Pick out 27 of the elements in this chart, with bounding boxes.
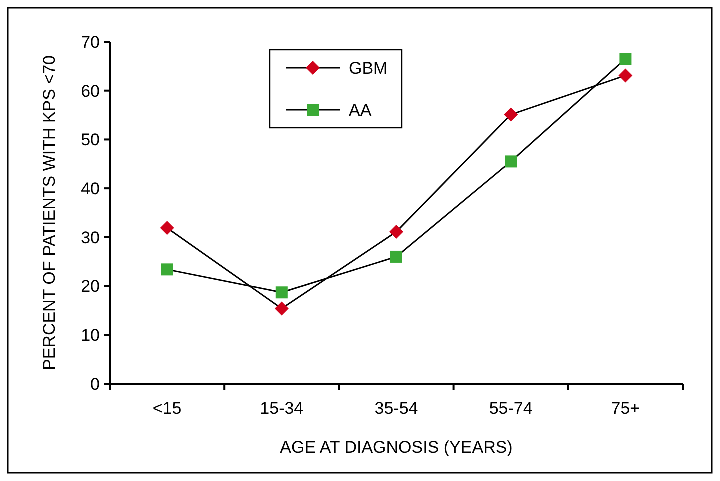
- y-tick-label: 70: [81, 32, 100, 52]
- x-tick-label: <15: [152, 399, 182, 418]
- y-tick-label: 50: [81, 130, 100, 150]
- y-tick-label: 10: [81, 326, 100, 346]
- point: [505, 156, 518, 168]
- point: [390, 250, 402, 263]
- point: [274, 302, 289, 316]
- point: [620, 53, 632, 66]
- y-tick-label: 40: [81, 180, 100, 199]
- point: [276, 286, 288, 299]
- x-tick-label: 35-54: [374, 399, 418, 418]
- point: [504, 108, 518, 122]
- point: [618, 68, 633, 83]
- y-axis-title: PERCENT OF PATIENTS WITH KPS <70: [40, 55, 59, 371]
- y-tick-label: 20: [81, 277, 100, 296]
- legend-label: GBM: [349, 58, 388, 78]
- y-tick-label: 0: [90, 374, 100, 394]
- point: [160, 221, 174, 236]
- point: [390, 225, 404, 240]
- legend-label: AA: [349, 100, 372, 120]
- x-tick-label: 55-74: [489, 399, 533, 418]
- y-tick-label: 30: [81, 228, 100, 248]
- point: [161, 264, 174, 276]
- y-tick-label: 60: [81, 82, 100, 101]
- x-axis-title: AGE AT DIAGNOSIS (YEARS): [280, 438, 513, 457]
- x-tick-label: 15-34: [260, 399, 304, 418]
- x-tick-label: 75+: [611, 399, 640, 418]
